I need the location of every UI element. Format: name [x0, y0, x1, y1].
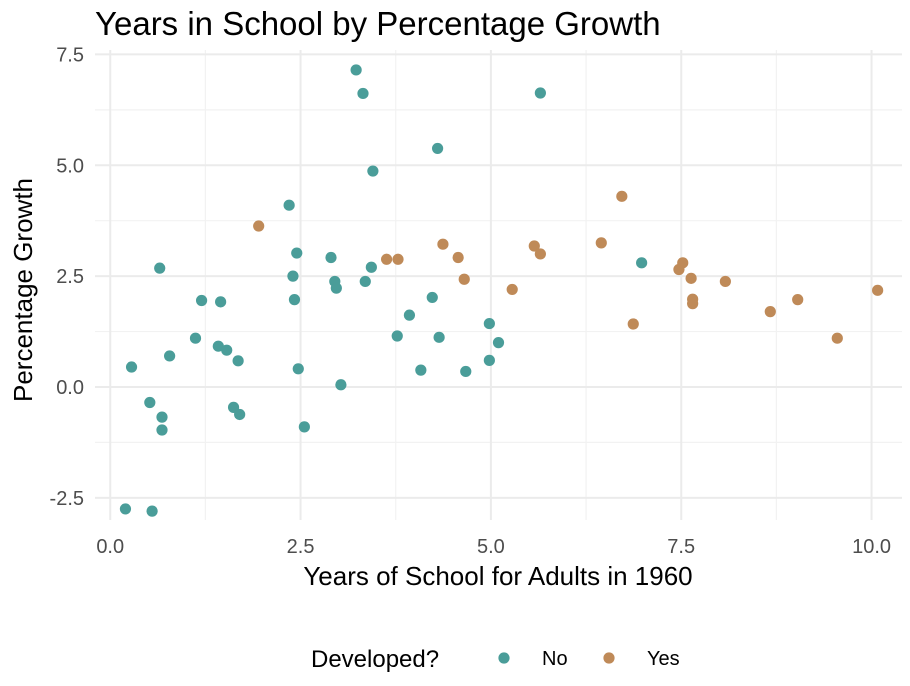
data-point-no: [534, 87, 546, 99]
data-point-yes: [380, 253, 393, 265]
data-point-no: [234, 408, 246, 421]
y-tick-label: 2.5: [56, 266, 84, 288]
data-point-yes: [687, 298, 699, 310]
data-point-yes: [616, 190, 628, 202]
legend-key-no: [498, 652, 510, 664]
data-point-no: [189, 332, 202, 344]
data-point-no: [325, 251, 337, 264]
data-point-no: [433, 331, 445, 343]
y-tick-label: 7.5: [56, 44, 84, 66]
legend-label-no: No: [542, 648, 568, 670]
x-tick-label: 5.0: [477, 536, 505, 558]
data-point-yes: [506, 283, 518, 296]
data-point-yes: [253, 220, 265, 232]
gridlines: [95, 50, 902, 520]
data-point-no: [391, 330, 403, 342]
data-point-yes: [595, 237, 607, 249]
data-point-no: [221, 344, 233, 356]
data-point-no: [125, 361, 138, 373]
data-point-no: [283, 199, 295, 211]
data-point-no: [636, 257, 648, 269]
data-point-no: [119, 503, 132, 515]
y-axis-title: Percentage Growth: [8, 178, 38, 402]
x-tick-label: 2.5: [287, 536, 315, 558]
data-point-yes: [437, 238, 449, 250]
chart-title: Years in School by Percentage Growth: [95, 5, 661, 42]
y-tick-label: 5.0: [56, 155, 84, 177]
x-tick-label: 0.0: [96, 536, 124, 558]
data-point-no: [350, 64, 362, 76]
data-point-no: [288, 294, 301, 306]
data-point-no: [156, 424, 168, 436]
data-point-no: [357, 87, 369, 100]
data-point-yes: [528, 240, 540, 252]
x-axis-ticks: 0.0 2.5 5.0 7.5 10.0: [96, 536, 891, 558]
data-point-yes: [764, 306, 776, 318]
legend: Developed? No Yes: [311, 646, 680, 673]
data-point-yes: [872, 284, 884, 296]
data-point-no: [287, 270, 299, 282]
legend-title: Developed?: [311, 646, 439, 673]
data-point-no: [460, 365, 472, 378]
data-point-yes: [534, 248, 546, 260]
data-point-yes: [792, 294, 804, 306]
data-point-no: [212, 340, 224, 352]
data-point-yes: [627, 318, 639, 330]
data-point-yes: [452, 251, 464, 264]
data-point-no: [215, 296, 227, 308]
data-point-no: [291, 247, 303, 259]
data-point-yes: [392, 253, 404, 265]
data-point-yes: [677, 257, 689, 269]
data-point-no: [426, 291, 438, 304]
data-point-no: [367, 165, 379, 177]
data-point-no: [144, 396, 156, 409]
data-point-no: [403, 309, 416, 321]
data-points: [119, 64, 884, 517]
legend-key-yes: [603, 652, 615, 664]
data-point-no: [431, 142, 444, 155]
x-axis-title: Years of School for Adults in 1960: [303, 561, 692, 591]
y-axis-ticks: -2.5 0.0 2.5 5.0 7.5: [50, 44, 84, 509]
data-point-yes: [831, 332, 843, 344]
data-point-no: [232, 355, 244, 367]
data-point-no: [298, 421, 310, 433]
data-point-no: [164, 350, 176, 362]
data-point-no: [156, 411, 168, 423]
data-point-no: [492, 337, 505, 349]
data-point-no: [330, 282, 342, 294]
data-point-no: [292, 363, 304, 375]
data-point-no: [483, 317, 495, 330]
data-point-no: [483, 354, 495, 366]
data-point-no: [146, 505, 158, 517]
data-point-no: [195, 294, 208, 307]
y-tick-label: 0.0: [56, 377, 84, 399]
data-point-yes: [685, 272, 697, 284]
data-point-no: [335, 379, 347, 391]
data-point-yes: [719, 275, 731, 288]
x-tick-label: 10.0: [852, 536, 891, 558]
data-point-no: [359, 275, 371, 288]
data-point-no: [154, 262, 166, 274]
legend-label-yes: Yes: [647, 648, 680, 670]
x-tick-label: 7.5: [667, 536, 695, 558]
data-point-no: [365, 261, 377, 273]
data-point-no: [415, 364, 427, 376]
y-tick-label: -2.5: [50, 488, 84, 510]
data-point-yes: [458, 273, 470, 285]
